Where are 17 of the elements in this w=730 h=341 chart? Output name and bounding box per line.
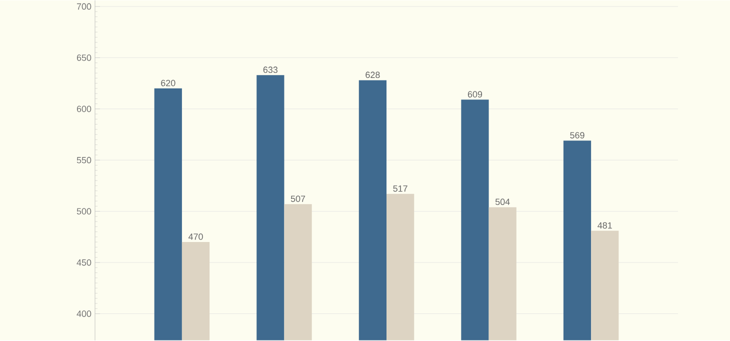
y-tick-label: 400 xyxy=(76,310,92,318)
data-label: 517 xyxy=(393,186,408,192)
y-tick-label: 450 xyxy=(76,260,92,266)
y-tick-label: 600 xyxy=(76,106,92,112)
data-label: 633 xyxy=(263,66,278,74)
y-tick-label: 550 xyxy=(76,157,92,164)
data-label: 628 xyxy=(366,72,380,78)
data-label: 569 xyxy=(570,132,584,139)
data-label: 504 xyxy=(495,198,510,206)
data-label: 620 xyxy=(161,80,176,86)
data-label: 609 xyxy=(468,91,482,98)
data-label: 470 xyxy=(188,234,203,240)
data-label: 481 xyxy=(598,222,612,229)
y-tick-label: 650 xyxy=(76,54,92,62)
y-tick-label: 500 xyxy=(76,208,92,215)
y-tick-label: 700 xyxy=(76,4,92,10)
data-label: 507 xyxy=(290,196,306,202)
